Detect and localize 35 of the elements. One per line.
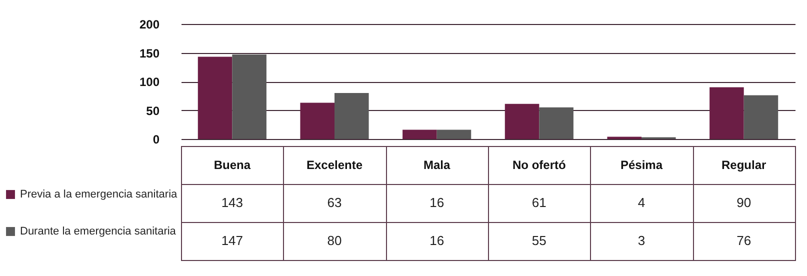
data-label: 16	[430, 195, 444, 210]
data-label: 76	[736, 233, 752, 248]
y-tick-label: 50	[146, 104, 160, 118]
data-label: 63	[327, 195, 342, 210]
data-label: 3	[638, 233, 646, 248]
bar	[198, 56, 232, 139]
bar	[300, 102, 334, 139]
data-label: 55	[532, 233, 546, 248]
data-label: 16	[430, 233, 444, 248]
legend-label: Previa a la emergencia sanitaria	[20, 188, 178, 200]
bar	[232, 54, 266, 139]
legend-label: Durante la emergencia sanitaria	[20, 226, 177, 238]
bar	[710, 87, 744, 139]
y-tick-label: 0	[152, 132, 160, 146]
y-tick-label: 200	[139, 18, 160, 32]
y-tick-label: 100	[139, 75, 160, 89]
bar	[539, 107, 574, 139]
x-tick-label: Regular	[721, 158, 766, 172]
data-label: 143	[221, 195, 244, 210]
x-tick-label: Buena	[214, 158, 251, 172]
x-tick-label: No ofertó	[512, 158, 566, 172]
bar	[334, 93, 369, 139]
data-label: 90	[736, 195, 752, 210]
x-tick-label: Pésima	[620, 158, 663, 172]
bar	[744, 95, 778, 139]
y-tick-label: 150	[139, 46, 160, 60]
x-tick-label: Excelente	[306, 158, 363, 172]
bar	[402, 130, 437, 139]
data-label: 147	[221, 233, 244, 248]
data-label: 80	[327, 233, 342, 248]
bar	[504, 104, 540, 139]
bar	[436, 130, 472, 139]
data-label: 61	[532, 195, 546, 210]
x-tick-label: Mala	[423, 158, 450, 172]
data-label: 4	[638, 195, 646, 210]
